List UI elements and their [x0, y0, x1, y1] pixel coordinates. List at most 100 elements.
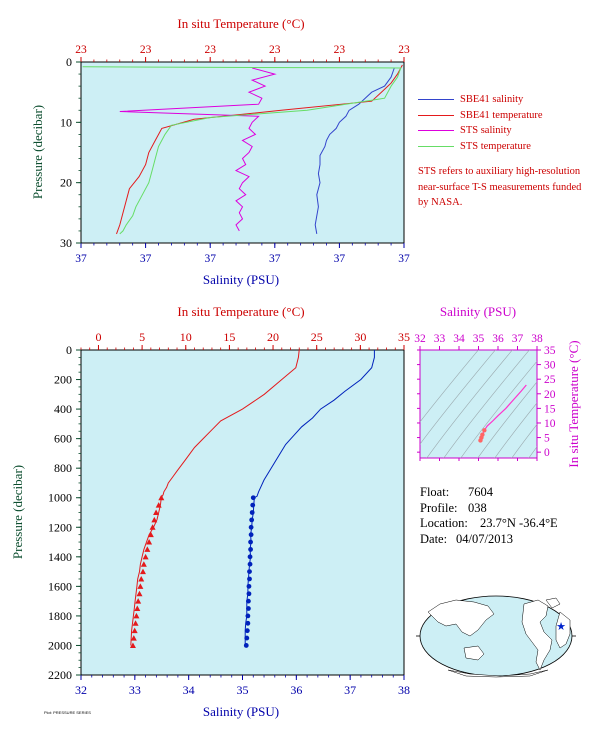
legend-swatch	[418, 145, 454, 147]
top-sal-tick-label: 37	[334, 253, 346, 265]
profile-value: 038	[468, 500, 487, 515]
temperature-marker	[136, 590, 143, 597]
salinity-marker	[250, 495, 256, 501]
temperature-marker	[149, 524, 156, 530]
ts-temp-tick-label: 5	[544, 433, 550, 445]
ts-sal-tick-label: 35	[473, 333, 485, 345]
ts-sal-tick-label: 32	[414, 333, 426, 345]
temperature-marker	[147, 531, 154, 538]
salinity-marker	[246, 591, 252, 597]
salinity-marker	[248, 524, 254, 530]
footer-text: Plot: PRESSURE SERIES	[44, 710, 91, 715]
map-land-greenland	[545, 597, 561, 609]
main-temp-tick-label: 10	[180, 330, 192, 344]
ts-point	[482, 428, 487, 433]
temperature-marker	[131, 627, 138, 634]
ts-sal-tick-label: 36	[492, 333, 504, 345]
ts-density-contour	[477, 381, 537, 458]
legend-item-sbe41-temperature: SBE41 temperature	[418, 108, 543, 124]
temperature-marker	[151, 516, 158, 523]
main-pressure-tick-label: 1400	[48, 550, 72, 564]
temperature-marker	[144, 546, 151, 552]
top-temp-tick-label: 23	[269, 44, 281, 56]
top-temp-tick-label: 23	[398, 44, 410, 56]
date-row: Date: 04/07/2013	[420, 532, 558, 548]
map-land-antarctica	[447, 669, 549, 678]
salinity-marker	[249, 510, 255, 515]
ts-density-contour	[511, 423, 537, 458]
ts-temp-tick-label: 0	[544, 447, 550, 459]
salinity-marker	[248, 539, 253, 545]
legend-swatch	[418, 99, 454, 101]
map-land-africa	[555, 611, 571, 649]
float-row: Float: 7604	[420, 485, 558, 501]
salinity-marker	[245, 613, 251, 619]
salinity-marker	[247, 569, 252, 574]
main-pressure-tick-label: 0	[66, 343, 72, 357]
salinity-marker	[243, 643, 249, 648]
main-temp-tick-label: 20	[267, 330, 279, 344]
main-y-label: Pressure (decibar)	[10, 465, 25, 559]
main-sal-tick-label: 34	[183, 683, 195, 697]
temperature-marker	[130, 635, 137, 641]
legend-swatch	[418, 130, 454, 132]
top-temp-tick-label: 23	[204, 44, 216, 56]
ts-density-contour	[494, 402, 537, 458]
main-temp-tick-label: 5	[139, 330, 145, 344]
ts-sal-tick-label: 34	[453, 333, 465, 345]
legend-swatch	[418, 114, 454, 116]
location-value: 23.7°N -36.4°E	[480, 516, 558, 530]
ts-temp-tick-label: 30	[544, 360, 556, 372]
date-value: 04/07/2013	[456, 531, 513, 546]
ts-y-label: In situ Temperature (°C)	[566, 340, 581, 467]
ts-density-contour	[460, 360, 537, 458]
ts-sal-tick-label: 33	[434, 333, 446, 345]
temperature-marker	[142, 553, 149, 560]
legend-item-sts-salinity: STS salinity	[418, 123, 543, 139]
profile-row: Profile: 038	[420, 501, 558, 517]
main-plot-area	[80, 349, 405, 676]
salinity-marker	[249, 517, 255, 523]
float-location-marker: ★	[556, 621, 566, 633]
salinity-marker	[246, 598, 251, 604]
ts-series	[478, 384, 527, 443]
salinity-marker	[248, 532, 254, 538]
temperature-marker	[135, 598, 142, 604]
main-ticks: 0 5 10 15 20 25 30 35 32 33 34 35 36 37 38 0 200 400 600 80…	[48, 330, 410, 697]
top-x-top-label: In situ Temperature (°C)	[177, 16, 304, 31]
main-sal-tick-label: 32	[75, 683, 87, 697]
legend-label: STS temperature	[460, 140, 531, 152]
temperature-marker	[132, 620, 139, 626]
main-sal-tick-label: 35	[237, 683, 249, 697]
ts-temp-tick-label: 25	[544, 374, 556, 386]
main-temp-tick-label: 25	[311, 330, 323, 344]
main-temp-tick-label: 0	[95, 330, 101, 344]
main-pressure-tick-label: 1800	[48, 609, 72, 623]
ts-temp-tick-label: 35	[544, 345, 556, 357]
top-sal-tick-label: 37	[75, 253, 87, 265]
map-land-americas	[521, 599, 553, 671]
salinity-marker	[246, 606, 251, 611]
ts-temp-tick-label: 10	[544, 418, 556, 430]
location-key: Location:	[420, 516, 468, 530]
main-temp-tick-label: 15	[223, 330, 235, 344]
main-pressure-tick-label: 200	[54, 373, 72, 387]
salinity-marker	[247, 561, 253, 567]
date-key: Date:	[420, 531, 448, 546]
ts-density-contour	[420, 350, 496, 445]
top-series-line	[314, 67, 395, 234]
salinity-marker	[250, 502, 256, 508]
salinity-marker	[246, 583, 252, 589]
main-x-bottom-label: Salinity (PSU)	[203, 704, 279, 719]
float-info: Float: 7604 Profile: 038 Location: 23.7°N -…	[420, 485, 558, 547]
top-sal-tick-label: 37	[269, 253, 281, 265]
main-pressure-tick-label: 2000	[48, 638, 72, 652]
top-sal-tick-label: 37	[204, 253, 216, 265]
sts-note: STS refers to auxiliary high-resolution …	[418, 166, 582, 208]
top-y-label: Pressure (decibar)	[30, 105, 45, 199]
top-series-line	[119, 67, 277, 232]
top-series-line	[116, 64, 403, 235]
salinity-marker	[244, 628, 250, 634]
legend-label: SBE41 temperature	[460, 109, 543, 121]
ts-density-contour	[443, 350, 530, 458]
